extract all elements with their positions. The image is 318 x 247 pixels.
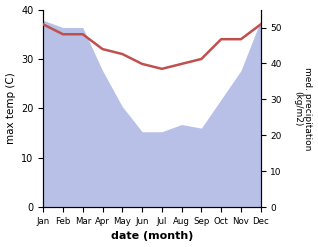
Y-axis label: med. precipitation
(kg/m2): med. precipitation (kg/m2) [293, 67, 313, 150]
X-axis label: date (month): date (month) [111, 231, 193, 242]
Y-axis label: max temp (C): max temp (C) [5, 72, 16, 144]
